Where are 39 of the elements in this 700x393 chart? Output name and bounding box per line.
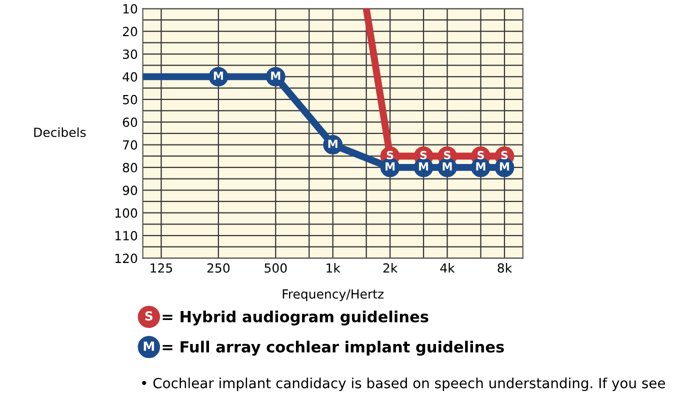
y-tick-label: 50 <box>122 94 138 104</box>
x-tick-label: 4k <box>440 263 455 273</box>
x-tick-label: 500 <box>264 263 287 273</box>
y-tick-label: 20 <box>122 26 138 36</box>
y-tick-label: 120 <box>115 254 138 264</box>
data-label: M <box>271 72 280 80</box>
data-label: M <box>214 72 223 80</box>
data-label: M <box>500 162 509 171</box>
data-label: S <box>420 150 427 160</box>
data-label: M <box>476 162 486 171</box>
y-tick-label: 110 <box>115 230 138 240</box>
data-label: M <box>386 162 395 171</box>
x-axis-title: Frequency/Hertz <box>282 289 384 302</box>
y-tick-label: 90 <box>122 186 138 196</box>
data-label: S <box>444 150 450 160</box>
data-label: M <box>419 162 428 171</box>
text: • Cochlear implant candidacy is based on speech understanding. If you see <box>142 378 666 392</box>
text: S <box>145 311 153 321</box>
y-tick-label: 80 <box>122 162 138 172</box>
x-tick-label: 125 <box>150 263 172 273</box>
legend-label: = Full array cochlear implant guidelines <box>162 340 504 356</box>
y-axis-title: Decibels <box>34 127 86 138</box>
x-tick-label: 1k <box>326 263 340 273</box>
data-label: M <box>328 140 338 148</box>
x-tick-label: 8k <box>498 263 512 273</box>
data-label: S <box>386 150 394 160</box>
data-label: S <box>501 150 508 160</box>
y-tick-label: 100 <box>115 208 138 218</box>
y-tick-label: 10 <box>123 4 138 14</box>
x-tick-label: 250 <box>207 263 230 273</box>
y-tick-label: 60 <box>122 118 138 128</box>
data-label: S <box>478 150 484 160</box>
data-label: M <box>442 162 452 171</box>
x-tick-label: 2k <box>383 263 398 273</box>
legend-label: = Hybrid audiogram guidelines <box>162 310 428 326</box>
y-tick-label: 40 <box>122 72 138 82</box>
y-tick-label: 70 <box>123 140 138 150</box>
y-tick-label: 30 <box>122 49 138 59</box>
text: M <box>144 342 154 351</box>
